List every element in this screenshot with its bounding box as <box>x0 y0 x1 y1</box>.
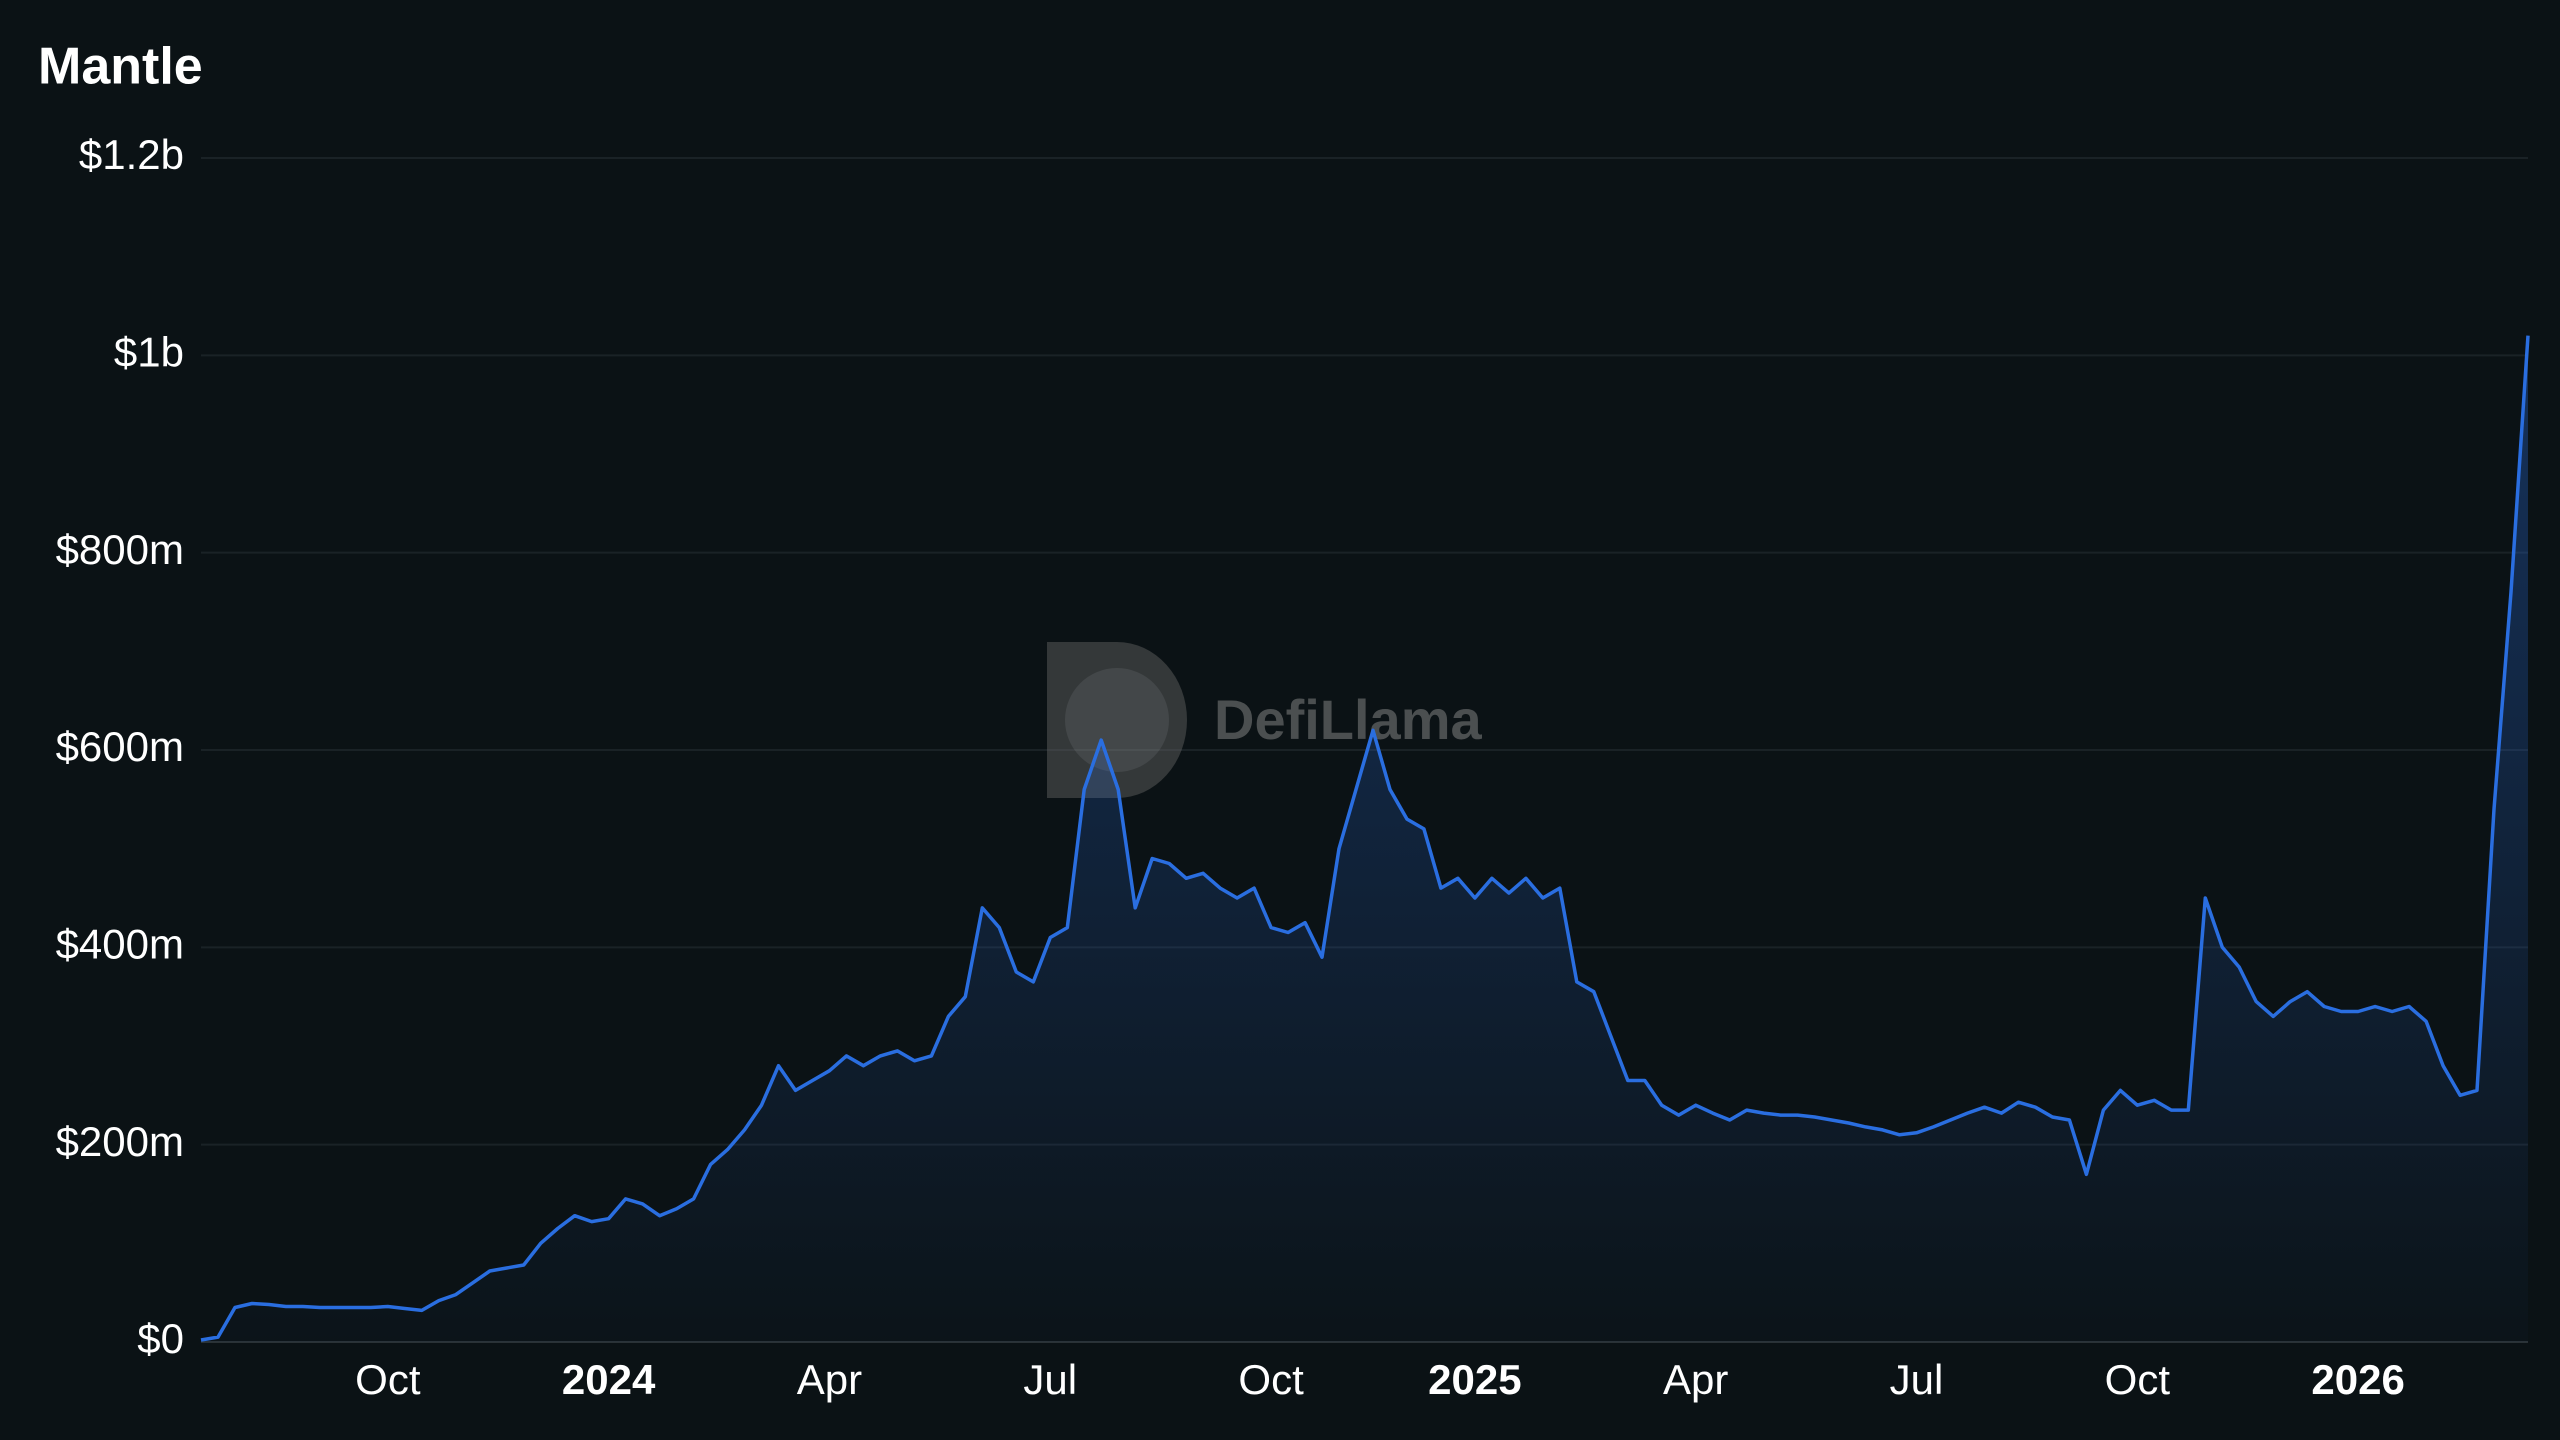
x-tick-label: Oct <box>355 1356 421 1403</box>
watermark-logo-face <box>1065 668 1169 772</box>
x-tick-label: Jul <box>1890 1356 1944 1403</box>
x-tick-label: Oct <box>1238 1356 1304 1403</box>
x-tick-label: Apr <box>797 1356 862 1403</box>
watermark-text: DefiLlama <box>1214 688 1482 751</box>
x-tick-label: 2024 <box>562 1356 656 1403</box>
y-tick-label: $200m <box>56 1118 184 1165</box>
x-tick-label: 2025 <box>1428 1356 1521 1403</box>
y-tick-label: $1b <box>114 328 184 375</box>
y-tick-label: $800m <box>56 526 184 573</box>
x-tick-label: Jul <box>1023 1356 1077 1403</box>
y-tick-label: $600m <box>56 723 184 770</box>
y-tick-label: $400m <box>56 920 184 967</box>
line <box>200 335 2530 1342</box>
watermark-logo <box>1047 642 1187 798</box>
x-tick-label: 2026 <box>2311 1356 2404 1403</box>
x-tick-label: Oct <box>2105 1356 2171 1403</box>
area <box>201 335 2528 1343</box>
x-tick-label: Apr <box>1663 1356 1728 1403</box>
y-tick-label: $1.2b <box>79 131 184 178</box>
watermark: DefiLlama <box>1047 642 1482 798</box>
y-tick-label: $0 <box>137 1315 184 1362</box>
chart-title: Mantle <box>38 38 203 96</box>
